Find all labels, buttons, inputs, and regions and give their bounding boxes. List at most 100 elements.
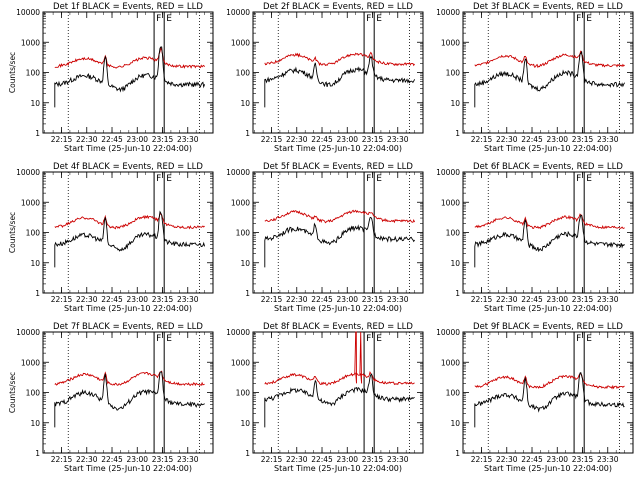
panel-title: Det 9f BLACK = Events, RED = LLD — [473, 322, 623, 332]
x-tick-label: 23:00 — [546, 455, 568, 464]
x-tick-label: 23:00 — [336, 455, 358, 464]
y-tick-label: 10 — [30, 99, 40, 108]
x-axis-caption: Start Time (25-Jun-10 22:04:00) — [274, 144, 402, 153]
x-tick-label: 23:30 — [597, 295, 619, 304]
y-tick-label: 1000 — [441, 358, 460, 367]
time-marker-label: E — [166, 14, 172, 24]
time-marker-label: F — [156, 174, 161, 184]
y-tick-label: 1 — [35, 129, 40, 138]
x-tick-label: 22:30 — [76, 135, 98, 144]
y-tick-label: 10000 — [436, 8, 460, 17]
x-axis-caption: Start Time (25-Jun-10 22:04:00) — [274, 464, 402, 473]
x-tick-label: 22:30 — [496, 135, 518, 144]
panel-title: Det 1f BLACK = Events, RED = LLD — [53, 2, 203, 12]
time-marker-label: E — [586, 14, 592, 24]
y-tick-label: 10000 — [16, 168, 40, 177]
y-tick-label: 10000 — [226, 8, 250, 17]
x-tick-label: 23:30 — [387, 135, 409, 144]
x-tick-label: 23:15 — [362, 135, 384, 144]
x-tick-label: 23:15 — [152, 455, 174, 464]
x-tick-label: 23:00 — [336, 295, 358, 304]
detector-panel-6: Det 6f BLACK = Events, RED = LLD 1 10 100 10… — [436, 162, 634, 313]
time-marker-label: F — [366, 14, 371, 24]
y-tick-label: 10 — [450, 259, 460, 268]
series-events-line — [264, 373, 415, 428]
x-tick-label: 23:00 — [126, 455, 148, 464]
x-tick-label: 23:30 — [597, 455, 619, 464]
time-marker-label: F — [576, 14, 581, 24]
series-events-line — [474, 214, 625, 268]
y-axis-label: Counts/sec — [8, 52, 17, 93]
y-tick-label: 10000 — [16, 8, 40, 17]
y-tick-label: 10 — [30, 419, 40, 428]
x-tick-label: 22:45 — [521, 455, 543, 464]
x-tick-label: 22:30 — [496, 295, 518, 304]
detector-panel-3: Det 3f BLACK = Events, RED = LLD 1 10 100 10… — [436, 2, 634, 153]
detector-panel-7: Det 7f BLACK = Events, RED = LLD 1 10 100 10… — [8, 322, 214, 473]
x-tick-label: 23:00 — [336, 135, 358, 144]
x-tick-label: 23:00 — [126, 135, 148, 144]
y-tick-label: 1 — [35, 289, 40, 298]
x-tick-label: 22:15 — [471, 455, 493, 464]
x-tick-label: 22:30 — [76, 455, 98, 464]
y-tick-label: 1 — [245, 289, 250, 298]
series-events-line — [264, 216, 415, 268]
panel-title: Det 3f BLACK = Events, RED = LLD — [473, 2, 623, 12]
series-events-line — [54, 46, 206, 108]
y-tick-label: 10000 — [436, 168, 460, 177]
y-tick-label: 10 — [240, 259, 250, 268]
x-axis-caption: Start Time (25-Jun-10 22:04:00) — [484, 144, 612, 153]
y-tick-label: 10 — [240, 99, 250, 108]
y-tick-label: 1000 — [441, 38, 460, 47]
x-tick-label: 23:15 — [362, 295, 384, 304]
panel-title: Det 2f BLACK = Events, RED = LLD — [263, 2, 413, 12]
series-lld-line — [54, 46, 205, 69]
y-tick-label: 1 — [455, 129, 460, 138]
x-tick-label: 22:15 — [261, 295, 283, 304]
y-tick-label: 1000 — [441, 198, 460, 207]
x-tick-label: 22:45 — [101, 135, 123, 144]
detector-panel-9: Det 9f BLACK = Events, RED = LLD 1 10 100 10… — [436, 322, 634, 473]
x-axis-caption: Start Time (25-Jun-10 22:04:00) — [484, 464, 612, 473]
series-lld-line — [474, 50, 625, 69]
x-tick-label: 22:15 — [51, 135, 73, 144]
x-tick-label: 22:15 — [51, 295, 73, 304]
time-marker-label: E — [376, 14, 382, 24]
y-tick-label: 10000 — [16, 328, 40, 337]
x-tick-label: 22:45 — [311, 455, 333, 464]
y-tick-label: 10 — [450, 419, 460, 428]
series-events-line — [54, 371, 205, 428]
panel-title: Det 7f BLACK = Events, RED = LLD — [53, 322, 203, 332]
series-events-line — [264, 54, 416, 108]
x-tick-label: 23:15 — [572, 295, 594, 304]
time-marker-label: E — [376, 334, 382, 344]
x-tick-label: 22:45 — [311, 135, 333, 144]
x-axis-caption: Start Time (25-Jun-10 22:04:00) — [64, 464, 192, 473]
y-tick-label: 100 — [236, 389, 251, 398]
series-lld-line — [474, 213, 625, 230]
time-marker-label: E — [166, 174, 172, 184]
y-tick-label: 1000 — [231, 198, 250, 207]
x-tick-label: 23:15 — [152, 135, 174, 144]
x-tick-label: 23:00 — [546, 295, 568, 304]
y-axis-label: Counts/sec — [8, 212, 17, 253]
series-events-line — [54, 210, 206, 268]
x-tick-label: 23:15 — [362, 455, 384, 464]
series-lld-line — [264, 331, 415, 386]
y-tick-label: 100 — [26, 229, 41, 238]
x-tick-label: 22:15 — [471, 295, 493, 304]
time-marker-label: F — [156, 14, 161, 24]
y-tick-label: 1 — [245, 129, 250, 138]
series-lld-line — [54, 370, 205, 387]
x-tick-label: 23:15 — [572, 135, 594, 144]
x-tick-label: 23:00 — [546, 135, 568, 144]
detector-panel-2: Det 2f BLACK = Events, RED = LLD 1 10 100 10… — [226, 2, 424, 153]
x-tick-label: 22:15 — [261, 135, 283, 144]
x-tick-label: 22:30 — [286, 295, 308, 304]
y-tick-label: 1000 — [21, 358, 40, 367]
y-tick-label: 100 — [236, 229, 251, 238]
x-tick-label: 22:45 — [311, 295, 333, 304]
detector-panel-1: Det 1f BLACK = Events, RED = LLD 1 10 100 10… — [8, 2, 214, 153]
time-marker-label: E — [586, 174, 592, 184]
y-tick-label: 100 — [446, 389, 461, 398]
